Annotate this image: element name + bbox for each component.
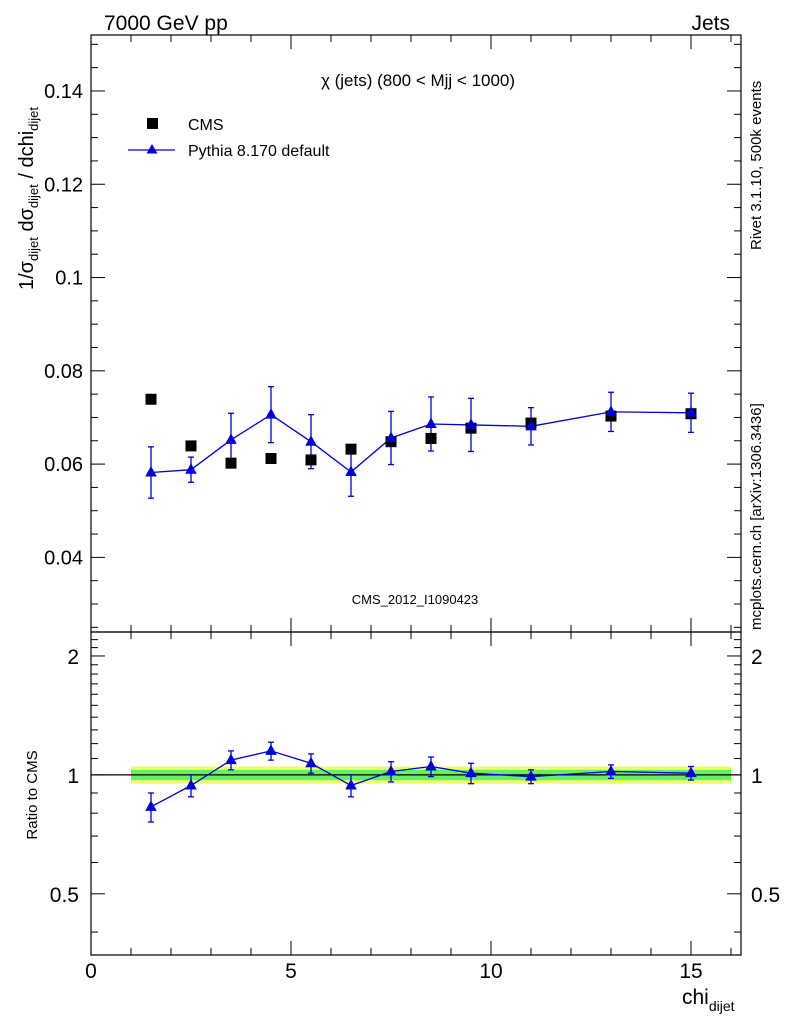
ratio-y-tick-label-right: 0.5 xyxy=(751,884,780,907)
pythia-point xyxy=(385,431,397,442)
ratio-ylabel: Ratio to CMS xyxy=(24,750,41,839)
ratio-point xyxy=(465,766,477,778)
mcplots-label: mcplots.cern.ch [arXiv:1306.3436] xyxy=(748,403,765,630)
ratio-y-tick-label: 1 xyxy=(67,765,79,788)
ratio-point xyxy=(305,756,317,768)
y-tick-label: 0.06 xyxy=(44,454,83,476)
cms-point xyxy=(605,410,617,422)
ratio-y-tick-label: 2 xyxy=(67,646,79,669)
legend-cms-label: CMS xyxy=(188,117,224,134)
legend-pythia-label: Pythia 8.170 default xyxy=(188,143,330,160)
cms-point xyxy=(425,432,437,444)
x-tick-label: 0 xyxy=(85,960,97,983)
header-left: 7000 GeV pp xyxy=(104,12,228,35)
cms-point xyxy=(345,443,357,455)
ratio-point xyxy=(525,770,537,781)
pythia-point xyxy=(345,465,357,477)
ratio-y-tick-label-right: 2 xyxy=(751,646,763,669)
rivet-label: Rivet 3.1.10, 500k events xyxy=(748,81,765,250)
ratio-point xyxy=(685,766,697,778)
cms-point xyxy=(305,454,317,466)
pythia-point xyxy=(265,408,277,419)
pythia-point xyxy=(425,417,437,428)
x-tick-label: 10 xyxy=(479,960,502,983)
ratio-point xyxy=(225,753,237,765)
watermark: CMS_2012_I1090423 xyxy=(352,592,479,607)
pythia-point xyxy=(145,465,157,477)
ratio-point xyxy=(145,800,157,811)
pythia-point xyxy=(185,463,197,474)
pythia-point xyxy=(305,435,317,446)
ratio-point xyxy=(185,779,197,790)
ratio-point xyxy=(425,760,437,771)
cms-point xyxy=(145,393,157,405)
ratio-frame xyxy=(90,631,742,956)
y-tick-label: 0.12 xyxy=(44,174,83,196)
y-tick-label: 0.04 xyxy=(44,547,83,569)
ratio-point xyxy=(345,779,357,790)
pythia-line xyxy=(150,411,692,474)
main-ylabel: 1/σdijet dσdijet / dchidijet xyxy=(16,107,41,290)
y-tick-label: 0.08 xyxy=(44,361,83,383)
y-tick-label: 0.14 xyxy=(44,81,83,103)
pythia-point xyxy=(225,433,237,444)
ratio-point xyxy=(605,764,617,776)
ratio-y-tick-label: 0.5 xyxy=(50,884,79,907)
main-panel: 0.04 0.06 0.08 0.1 0.12 0.14 χ (jets) (800 < … xyxy=(16,34,742,633)
pythia-point xyxy=(525,419,537,431)
ratio-point xyxy=(265,744,277,755)
legend-pythia-marker xyxy=(146,144,158,154)
x-tick-label: 5 xyxy=(285,960,297,983)
x-axis-title: chidijet xyxy=(682,986,735,1014)
pythia-point xyxy=(465,418,477,429)
legend: CMS Pythia 8.170 default xyxy=(128,117,330,160)
pythia-point xyxy=(605,405,617,416)
main-ticks: 0.04 0.06 0.08 0.1 0.12 0.14 xyxy=(44,35,741,632)
main-title: χ (jets) (800 < Mjj < 1000) xyxy=(321,71,515,90)
ratio-y-tick-label-right: 1 xyxy=(751,765,763,788)
ratio-point xyxy=(385,764,397,776)
ratio-ticks: 0.5 0.5 1 1 2 2 0 5 10 15 xyxy=(50,632,780,983)
legend-cms-marker xyxy=(147,118,158,129)
cms-point xyxy=(265,452,277,464)
x-tick-label: 15 xyxy=(679,960,702,983)
cms-point xyxy=(185,440,197,452)
cms-point xyxy=(225,457,237,469)
y-tick-label: 0.1 xyxy=(55,268,83,290)
ratio-line xyxy=(150,750,692,808)
pythia-point xyxy=(685,406,697,417)
ratio-panel: 0.5 0.5 1 1 2 2 0 5 10 15 Ratio to CMS xyxy=(24,631,780,983)
header-right: Jets xyxy=(691,12,730,35)
